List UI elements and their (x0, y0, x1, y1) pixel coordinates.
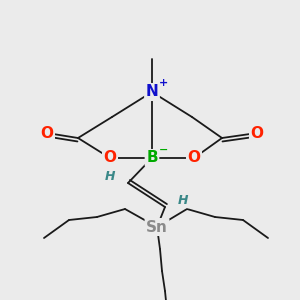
Text: −: − (159, 145, 169, 155)
Text: H: H (178, 194, 188, 208)
Text: N: N (146, 85, 158, 100)
Text: H: H (105, 170, 115, 184)
Text: O: O (103, 151, 116, 166)
Text: +: + (159, 78, 169, 88)
Text: Sn: Sn (146, 220, 168, 235)
Text: O: O (188, 151, 200, 166)
Text: O: O (250, 125, 263, 140)
Text: B: B (146, 151, 158, 166)
Text: O: O (40, 125, 53, 140)
